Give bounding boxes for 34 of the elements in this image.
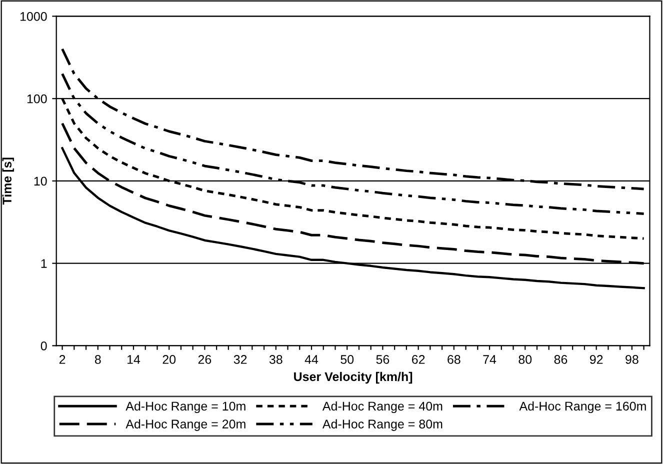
y-tick-label: 0 xyxy=(40,341,47,350)
legend-label: Ad-Hoc Range = 20m xyxy=(126,419,246,431)
x-tick-label: 86 xyxy=(554,355,568,364)
x-tick-label: 62 xyxy=(412,355,425,364)
legend-label: Ad-Hoc Range = 80m xyxy=(322,419,442,431)
x-tick-label: 14 xyxy=(127,355,140,364)
x-tick-label: 74 xyxy=(483,355,496,364)
x-tick-label: 2 xyxy=(59,355,66,364)
x-tick-label: 32 xyxy=(234,355,247,364)
x-tick-label: 44 xyxy=(304,355,318,364)
legend-label: Ad-Hoc Range = 10m xyxy=(126,401,246,414)
x-axis-title: User Velocity [km/h] xyxy=(294,372,412,384)
x-tick-label: 92 xyxy=(590,355,603,364)
x-tick-label: 80 xyxy=(518,355,532,364)
line-series xyxy=(61,72,646,215)
x-tick-label: 8 xyxy=(94,355,101,364)
x-tick-label: 26 xyxy=(198,355,212,364)
y-tick-label: 1 xyxy=(41,259,47,268)
x-tick-label: 68 xyxy=(448,355,460,364)
y-tick-label: 10 xyxy=(34,176,47,186)
x-tick-label: 56 xyxy=(376,355,390,364)
x-tick-label: 38 xyxy=(269,355,282,364)
x-tick-label: 98 xyxy=(626,355,638,364)
y-axis-title: Time [s] xyxy=(2,158,14,205)
y-tick-label: 1000 xyxy=(20,12,47,21)
x-tick-label: 20 xyxy=(162,355,176,364)
line-series xyxy=(61,48,646,190)
legend-label: Ad-Hoc Range = 40m xyxy=(322,401,442,414)
legend-label: Ad-Hoc Range = 160m xyxy=(519,401,646,414)
x-tick-label: 50 xyxy=(340,355,354,364)
line-series xyxy=(61,97,646,240)
y-tick-label: 100 xyxy=(27,94,47,104)
line-series xyxy=(61,147,645,290)
line-series xyxy=(61,122,646,265)
